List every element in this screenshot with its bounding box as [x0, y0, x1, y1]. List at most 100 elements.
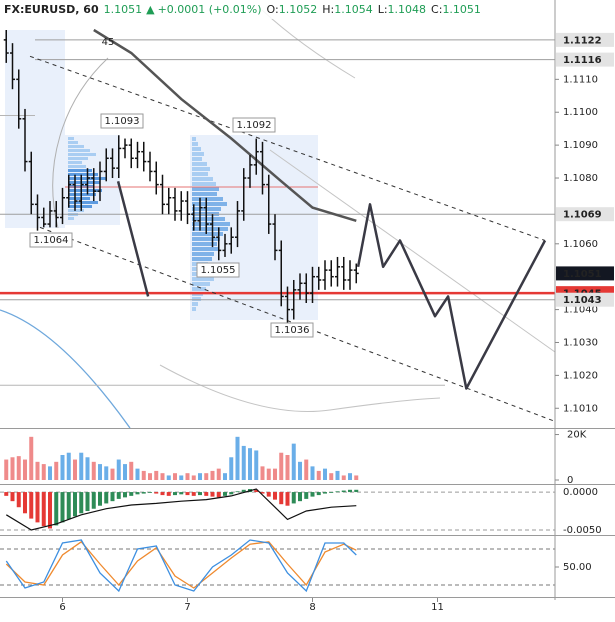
price-bar — [285, 286, 290, 323]
macd-bar — [198, 492, 202, 496]
price-bar — [328, 260, 334, 287]
volume-bar — [285, 455, 290, 480]
volume-bar — [260, 466, 265, 480]
price-bar — [103, 148, 109, 182]
price-bar — [197, 197, 203, 231]
annotation: 1.1093 — [105, 116, 140, 127]
y-tick-label: 0.0000 — [563, 487, 598, 498]
price-bar — [78, 174, 84, 211]
macd-bar — [91, 492, 96, 509]
y-tick-label: 1.1090 — [563, 140, 598, 151]
macd-bar — [10, 492, 15, 502]
macd-bar — [185, 492, 190, 496]
volume-bar — [191, 475, 196, 480]
macd-bar — [235, 491, 240, 493]
label: O: — [267, 3, 279, 16]
volume-bar — [335, 470, 340, 480]
price-bar — [241, 168, 247, 221]
macd-bar — [154, 492, 159, 494]
volume-bar — [348, 473, 352, 480]
last-price-label-box — [556, 266, 614, 281]
macd-bar — [329, 492, 334, 493]
macd-bar — [166, 492, 171, 496]
price-bar — [310, 266, 315, 304]
price-bar — [85, 168, 90, 195]
macd-bar — [160, 492, 165, 496]
volume-bar — [198, 473, 202, 480]
macd-bar — [73, 492, 77, 517]
macd-bar — [335, 491, 340, 493]
volume-bar — [273, 468, 277, 480]
price-axis: 1.11101.11001.10901.10801.10601.10401.10… — [59, 32, 614, 613]
macd-bar — [98, 492, 102, 506]
volume-bar — [35, 461, 40, 480]
price-bar — [247, 154, 253, 188]
price-bar — [216, 227, 222, 261]
volume-bar — [85, 457, 90, 480]
band-line — [159, 364, 441, 413]
price-bar — [172, 187, 178, 221]
macd-bar — [60, 492, 65, 523]
moving-average — [93, 28, 357, 222]
macd-bar — [223, 492, 227, 496]
macd-bar — [266, 492, 271, 497]
price-bar — [141, 141, 147, 172]
macd-bar — [354, 489, 359, 493]
price-bar — [341, 256, 347, 290]
volume-bar — [204, 473, 209, 480]
volume-profile — [68, 169, 106, 208]
stoch-k — [5, 539, 357, 593]
y-tick-label: 1.1100 — [563, 107, 598, 118]
price-bar — [278, 240, 284, 307]
macd-bar — [110, 492, 115, 502]
y-tick-label: 1.1110 — [563, 74, 598, 85]
price-bar — [41, 207, 47, 228]
arrow: ▲ — [146, 3, 155, 16]
volume-bar — [60, 455, 65, 480]
volume-bar — [291, 443, 296, 480]
high: 1.1054 — [334, 3, 373, 16]
price-bar — [35, 194, 40, 231]
macd-bar — [216, 492, 221, 498]
annotation-box — [270, 322, 314, 338]
close: 1.1051 — [442, 3, 481, 16]
macd-bar — [191, 492, 196, 496]
volume-bar — [173, 473, 177, 480]
price-bar — [160, 174, 165, 215]
macd-bar — [16, 492, 21, 508]
volume-bar — [166, 475, 171, 480]
volume-bar — [79, 452, 84, 480]
macd-bar — [254, 489, 259, 493]
macd-bar — [310, 492, 315, 497]
level-label: 1.1122 — [563, 35, 602, 46]
x-tick-label: 11 — [431, 602, 444, 613]
y-tick-label: 1.1040 — [563, 305, 598, 316]
price-bar — [353, 263, 359, 284]
volume-bar — [185, 473, 190, 480]
volume-bar — [54, 461, 59, 480]
volume-bar — [110, 468, 115, 480]
macd-bar — [29, 492, 34, 519]
macd-bar — [23, 492, 27, 514]
annotation-box — [100, 113, 144, 129]
annotation-box — [196, 262, 240, 278]
volume-bar — [29, 436, 34, 480]
volume-bar — [141, 470, 146, 480]
price-bar — [22, 108, 28, 172]
price-bar — [316, 266, 322, 290]
macd-bar — [116, 492, 121, 499]
volume-bar — [148, 473, 152, 480]
y-tick-label: 1.1010 — [563, 403, 598, 414]
macd-bar — [304, 492, 309, 499]
volume-bar — [210, 470, 215, 480]
level-label: 1.1069 — [563, 210, 602, 221]
volume-bar — [298, 461, 302, 480]
macd-bar — [148, 492, 152, 493]
price-bar — [166, 187, 172, 215]
annotation: 1.1055 — [201, 265, 236, 276]
macd-bar — [204, 492, 209, 496]
price-bar — [60, 187, 65, 225]
level-label: 1.1116 — [563, 55, 602, 66]
price-bar — [185, 191, 190, 225]
volume-bar — [223, 473, 227, 480]
